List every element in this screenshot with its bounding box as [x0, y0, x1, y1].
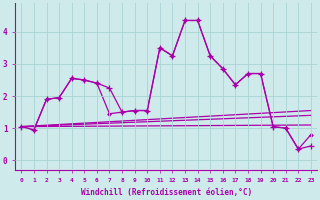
X-axis label: Windchill (Refroidissement éolien,°C): Windchill (Refroidissement éolien,°C) — [81, 188, 252, 197]
